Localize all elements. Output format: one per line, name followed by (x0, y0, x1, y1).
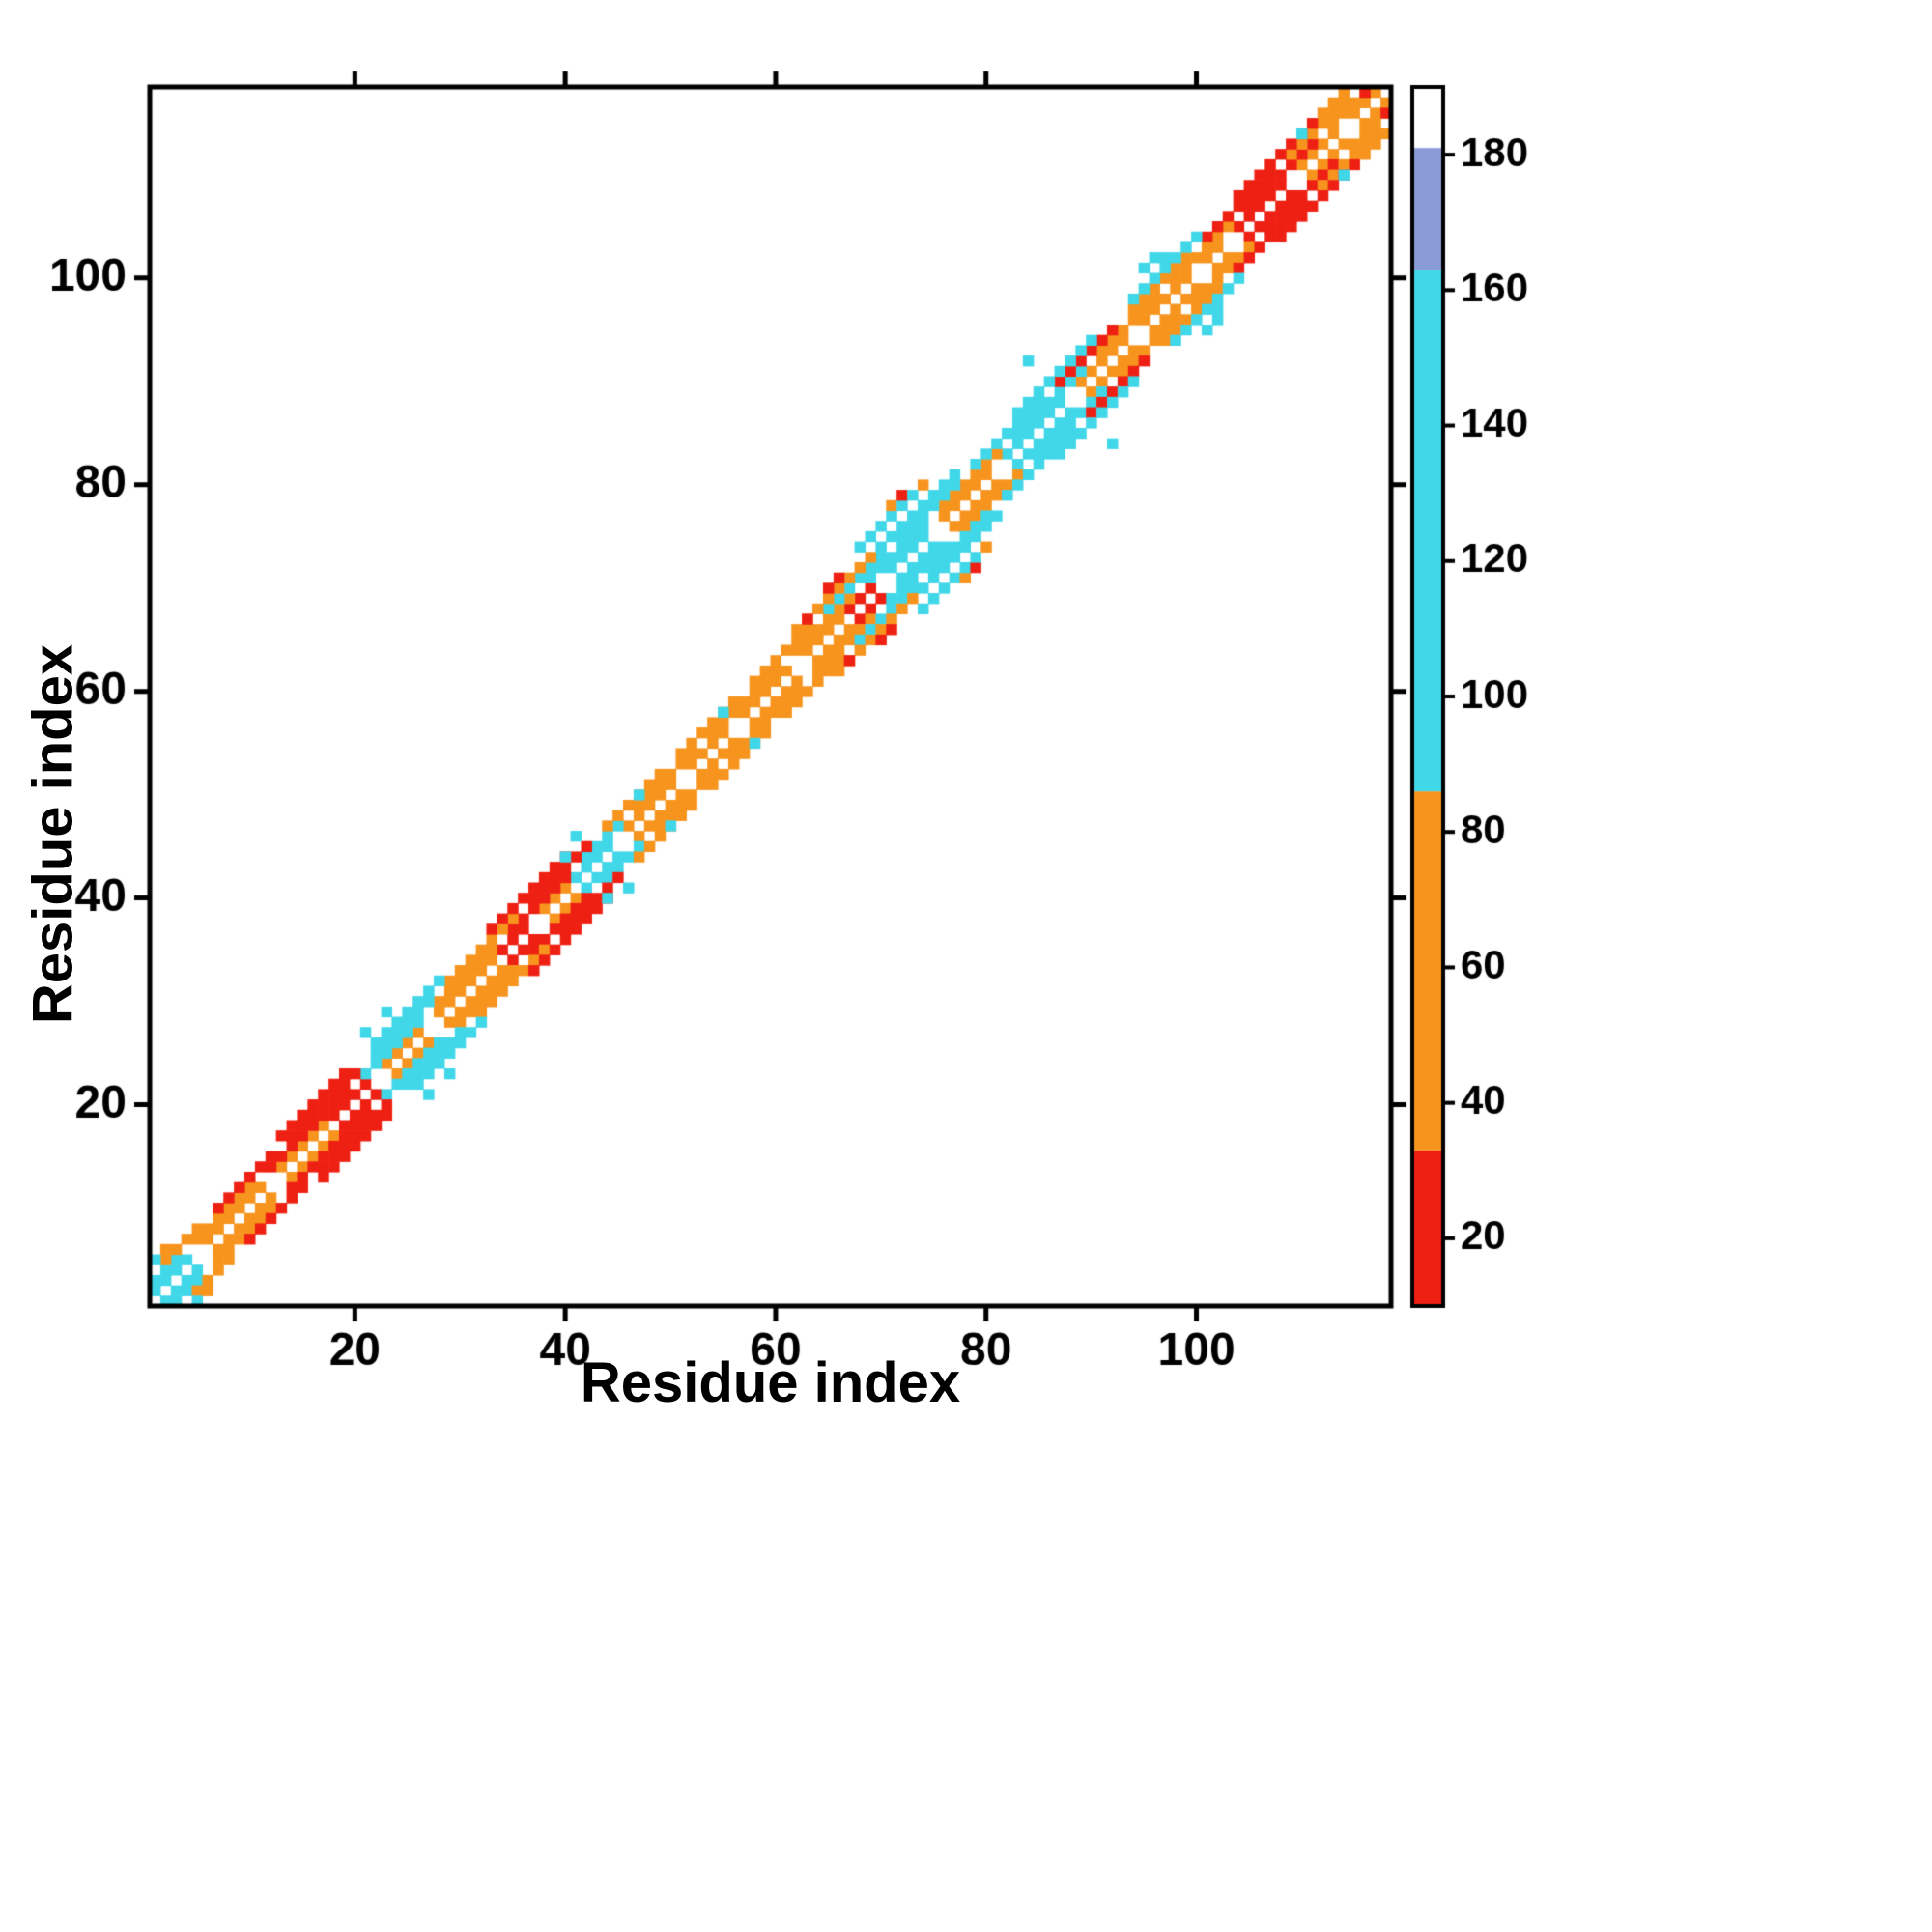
y-axis-label: Residue index (21, 643, 85, 1025)
x-axis-label: Residue index (580, 1351, 961, 1414)
